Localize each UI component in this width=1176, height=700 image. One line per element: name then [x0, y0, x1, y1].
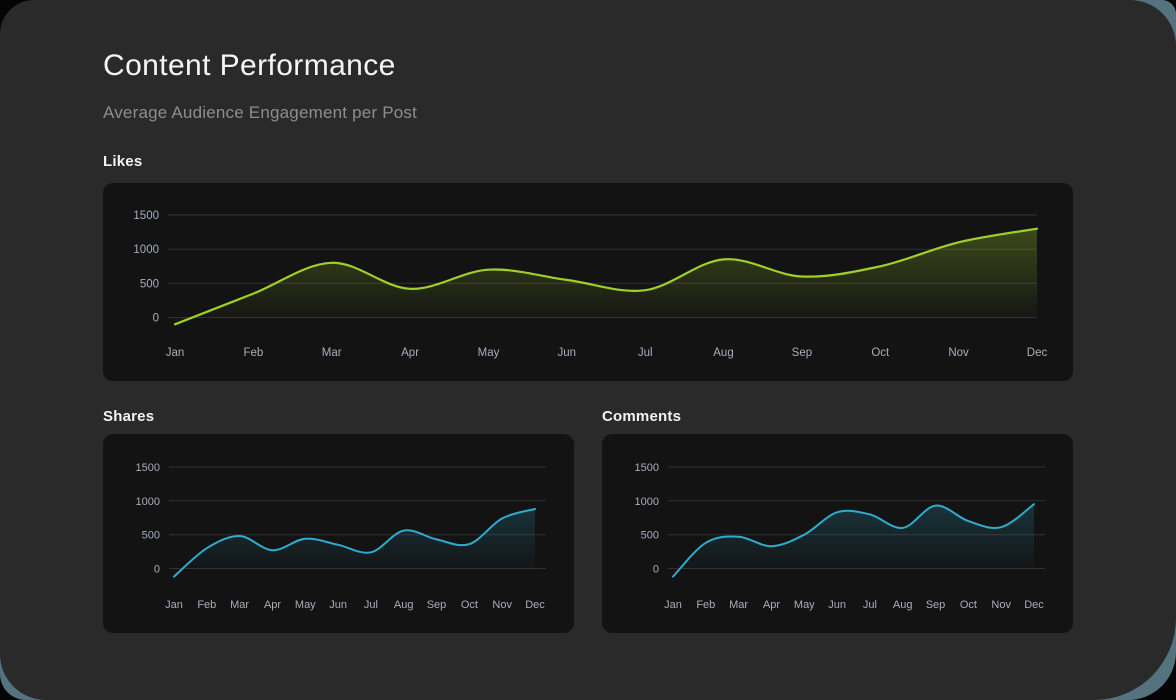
- x-axis-label: Jun: [558, 347, 577, 359]
- x-axis-label: Jan: [166, 347, 185, 359]
- y-axis-label: 1500: [136, 462, 160, 474]
- x-axis-label: Jul: [364, 599, 378, 611]
- x-axis-label: Jun: [329, 599, 347, 611]
- x-axis-label: Apr: [264, 599, 281, 611]
- x-axis-label: Aug: [394, 599, 414, 611]
- y-axis-label: 0: [653, 564, 659, 576]
- x-axis-label: Oct: [960, 599, 977, 611]
- comments-chart-title: Comments: [602, 408, 682, 425]
- x-axis-label: Jan: [165, 599, 183, 611]
- x-axis-label: Apr: [401, 347, 419, 359]
- x-axis-label: Dec: [525, 599, 545, 611]
- area-fill: [174, 509, 535, 577]
- x-axis-label: Apr: [763, 599, 780, 611]
- x-axis-label: Sep: [926, 599, 946, 611]
- y-axis-label: 1000: [136, 496, 160, 508]
- likes-chart-card: 1500 1000 500 0 Jan Feb Mar Apr May Jun Jul Aug Sep O…: [103, 183, 1073, 381]
- x-axis-label: Jun: [828, 599, 846, 611]
- y-axis-label: 0: [154, 564, 160, 576]
- y-axis-label: 1000: [133, 244, 159, 256]
- x-axis-label: Nov: [492, 599, 512, 611]
- x-axis-label: Dec: [1027, 347, 1048, 359]
- x-axis-label: Oct: [871, 347, 890, 359]
- area-fill: [673, 504, 1034, 577]
- x-axis-label: Nov: [991, 599, 1011, 611]
- likes-chart: 1500 1000 500 0 Jan Feb Mar Apr May Jun Jul Aug Sep O…: [133, 210, 1048, 359]
- series-line: [173, 508, 536, 578]
- series-line: [672, 503, 1035, 578]
- y-axis-label: 500: [641, 530, 659, 542]
- shares-chart-card: 1500 1000 500 0 Jan Feb Mar Apr May Jun Jul Aug Sep O…: [103, 434, 574, 633]
- x-axis-label: Dec: [1024, 599, 1044, 611]
- x-axis-label: Oct: [461, 599, 478, 611]
- shares-chart: 1500 1000 500 0 Jan Feb Mar Apr May Jun Jul Aug Sep O…: [136, 462, 546, 611]
- x-axis-label: Aug: [893, 599, 913, 611]
- x-axis-label: May: [794, 599, 815, 611]
- x-axis-label: Sep: [427, 599, 447, 611]
- y-axis-label: 500: [142, 530, 160, 542]
- x-axis-label: Feb: [197, 599, 216, 611]
- likes-chart-title: Likes: [103, 153, 143, 170]
- x-axis-label: Feb: [696, 599, 715, 611]
- x-axis-label: Sep: [792, 347, 812, 359]
- x-axis-label: Jul: [638, 347, 653, 359]
- area-fill: [175, 228, 1037, 325]
- x-axis-label: Jul: [863, 599, 877, 611]
- x-axis-label: Jan: [664, 599, 682, 611]
- x-axis-label: Mar: [322, 347, 342, 359]
- series-line: [173, 227, 1039, 326]
- x-axis-label: Mar: [230, 599, 249, 611]
- x-axis-label: Nov: [948, 347, 969, 359]
- y-axis-label: 1500: [133, 210, 159, 222]
- page-title: Content Performance: [103, 49, 396, 82]
- y-axis-label: 1000: [635, 496, 659, 508]
- comments-chart-card: 1500 1000 500 0 Jan Feb Mar Apr May Jun Jul Aug Sep O…: [602, 434, 1073, 633]
- y-axis-label: 0: [153, 313, 159, 325]
- y-axis-label: 1500: [635, 462, 659, 474]
- comments-chart: 1500 1000 500 0 Jan Feb Mar Apr May Jun Jul Aug Sep O…: [635, 462, 1045, 611]
- x-axis-label: May: [478, 347, 500, 359]
- x-axis-label: Feb: [243, 347, 263, 359]
- shares-chart-title: Shares: [103, 408, 155, 425]
- x-axis-label: May: [295, 599, 316, 611]
- y-axis-label: 500: [140, 278, 159, 290]
- x-axis-label: Aug: [713, 347, 733, 359]
- x-axis-label: Mar: [729, 599, 748, 611]
- page-subtitle: Average Audience Engagement per Post: [103, 103, 418, 122]
